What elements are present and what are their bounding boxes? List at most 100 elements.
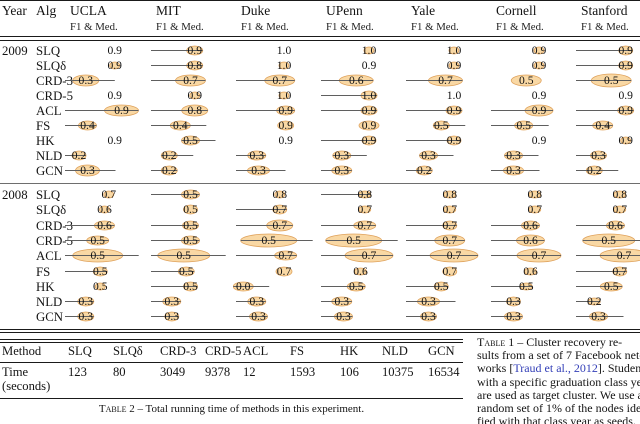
violin-cell-yale: 0.7 xyxy=(406,74,463,87)
median-value: 0.7 xyxy=(617,249,632,262)
median-value: 0.7 xyxy=(277,265,292,278)
alg-label: CRD-3 xyxy=(36,74,73,88)
violin-cell-ucla: 0.3 xyxy=(65,311,95,324)
median-value: 0.3 xyxy=(250,149,265,162)
median-value: 0.5 xyxy=(176,249,191,262)
time-col-header-method: Method xyxy=(2,344,42,358)
time-row-unit-label: (seconds) xyxy=(2,379,51,393)
median-value: 0.3 xyxy=(336,311,351,324)
median-value: 0.5 xyxy=(93,265,108,278)
median-value: 0.5 xyxy=(346,234,361,247)
median-value: 0.5 xyxy=(519,280,534,293)
violin-shape xyxy=(277,120,295,131)
median-value: 0.3 xyxy=(79,311,94,324)
violin-shape xyxy=(448,46,460,55)
violin-cell-mit: 0.7 xyxy=(151,74,206,87)
violin-shape xyxy=(442,266,458,276)
table1-caption-line: fied with that class year as seeds. xyxy=(477,415,640,424)
time-value-hk: 106 xyxy=(340,365,359,379)
violin-cell-duke: 0.3 xyxy=(236,295,267,308)
median-value: 0.5 xyxy=(93,280,108,293)
alg-label: GCN xyxy=(36,310,64,325)
violin-cell-duke: 0.8 xyxy=(273,188,288,201)
violin-cell-yale: 1.0 xyxy=(447,89,462,102)
column-subheader-f1-med: F1 & Med. xyxy=(241,21,289,33)
violin-cell-stanford: 0.3 xyxy=(576,149,607,162)
median-value: 0.8 xyxy=(188,104,203,117)
median-value: 0.8 xyxy=(528,188,543,201)
violin-cell-mit: 0.5 xyxy=(151,248,226,263)
violin-cell-stanford: 0.3 xyxy=(576,311,624,324)
table1-caption-line: Table 1 – Cluster recovery re- xyxy=(477,336,640,349)
violin-shape xyxy=(363,46,375,55)
median-value: 0.6 xyxy=(97,219,112,232)
median-value: 0.3 xyxy=(506,149,521,162)
median-value: 0.5 xyxy=(349,280,364,293)
violin-cell-cornell: 0.9 xyxy=(532,44,547,57)
column-header-yale: Yale xyxy=(411,3,436,18)
violin-cell-upenn: 0.3 xyxy=(332,149,367,162)
table1-caption-line: sults from a set of 7 Facebook net- xyxy=(477,349,640,362)
violin-shape xyxy=(510,74,542,87)
median-value: 0.6 xyxy=(608,219,623,232)
violin-cell-cornell: 0.3 xyxy=(491,311,523,324)
table1-caption-line: works [Traud et al., 2012]. Students xyxy=(477,362,640,375)
violin-shape xyxy=(278,61,290,70)
time-value-nld: 10375 xyxy=(382,365,414,379)
median-value: 0.6 xyxy=(353,265,368,278)
time-col-header-gcn: GCN xyxy=(428,344,455,358)
median-value: 0.9 xyxy=(278,119,293,132)
median-value: 0.2 xyxy=(72,149,87,162)
median-value: 0.9 xyxy=(618,59,633,72)
violin-cell-upenn: 0.3 xyxy=(321,164,353,177)
violin-row-2009-fs: FS 0.4 0.4 0.9 0.9 0.5 0.5 0.4 xyxy=(0,118,640,133)
median-value: 0.3 xyxy=(591,311,606,324)
median-value: 0.3 xyxy=(251,311,266,324)
median-value: 0.6 xyxy=(349,74,364,87)
violin-cell-ucla: 0.9 xyxy=(65,104,139,117)
year-label: 2008 xyxy=(2,188,28,202)
violin-cell-upenn: 0.5 xyxy=(325,233,398,248)
median-value: 0.5 xyxy=(179,265,194,278)
violin-cell-duke: 0.7 xyxy=(236,219,294,232)
median-value: 0.5 xyxy=(516,119,531,132)
median-value: 0.9 xyxy=(188,89,203,102)
median-value: 0.4 xyxy=(80,119,95,132)
median-value: 0.5 xyxy=(261,234,276,247)
violin-cell-cornell: 0.7 xyxy=(491,248,562,263)
time-col-header-slq: SLQ xyxy=(68,344,92,358)
violin-shape xyxy=(354,267,367,275)
caption-text: – Total running time of methods in this … xyxy=(134,403,365,415)
median-value: 0.9 xyxy=(447,59,462,72)
column-subheader-f1-med: F1 & Med. xyxy=(496,21,544,33)
violin-cell-ucla: 0.3 xyxy=(65,74,115,87)
violin-shape xyxy=(613,205,627,214)
violin-cell-stanford: 0.4 xyxy=(576,119,614,132)
violin-shape xyxy=(528,190,542,199)
violin-row-2009-crd-5: CRD-5 0.9 0.9 1.0 1.0 1.0 0.9 0.9 xyxy=(0,88,640,103)
violin-cell-mit: 0.5 xyxy=(151,234,200,247)
violin-cell-stanford: 0.5 xyxy=(582,233,640,248)
median-value: 0.7 xyxy=(443,234,458,247)
alg-label: SLQ xyxy=(36,44,61,58)
violin-cell-stanford: 0.9 xyxy=(618,134,633,147)
median-value: 0.7 xyxy=(102,188,117,201)
violin-shape xyxy=(103,190,115,199)
header-rule-1 xyxy=(0,36,640,38)
violin-cell-stanford: 0.6 xyxy=(576,219,625,232)
violin-cell-cornell: 0.9 xyxy=(532,89,547,102)
violin-cell-yale: 0.7 xyxy=(442,265,458,278)
violin-cell-upenn: 0.9 xyxy=(321,134,376,147)
violin-cell-ucla: 0.9 xyxy=(107,134,122,147)
time-col-header-fs: FS xyxy=(290,344,305,358)
violin-cell-upenn: 0.3 xyxy=(321,311,353,324)
violin-cell-stanford: 0.7 xyxy=(576,248,640,263)
violin-shape xyxy=(533,46,545,55)
violin-shape xyxy=(274,190,286,199)
section-divider-rule xyxy=(0,182,640,184)
citation-link[interactable]: Traud et al., 2012 xyxy=(513,361,598,376)
median-value: 1.0 xyxy=(277,59,292,72)
violin-cell-yale: 0.3 xyxy=(406,311,437,324)
median-value: 0.5 xyxy=(604,74,619,87)
alg-label: NLD xyxy=(36,149,63,163)
